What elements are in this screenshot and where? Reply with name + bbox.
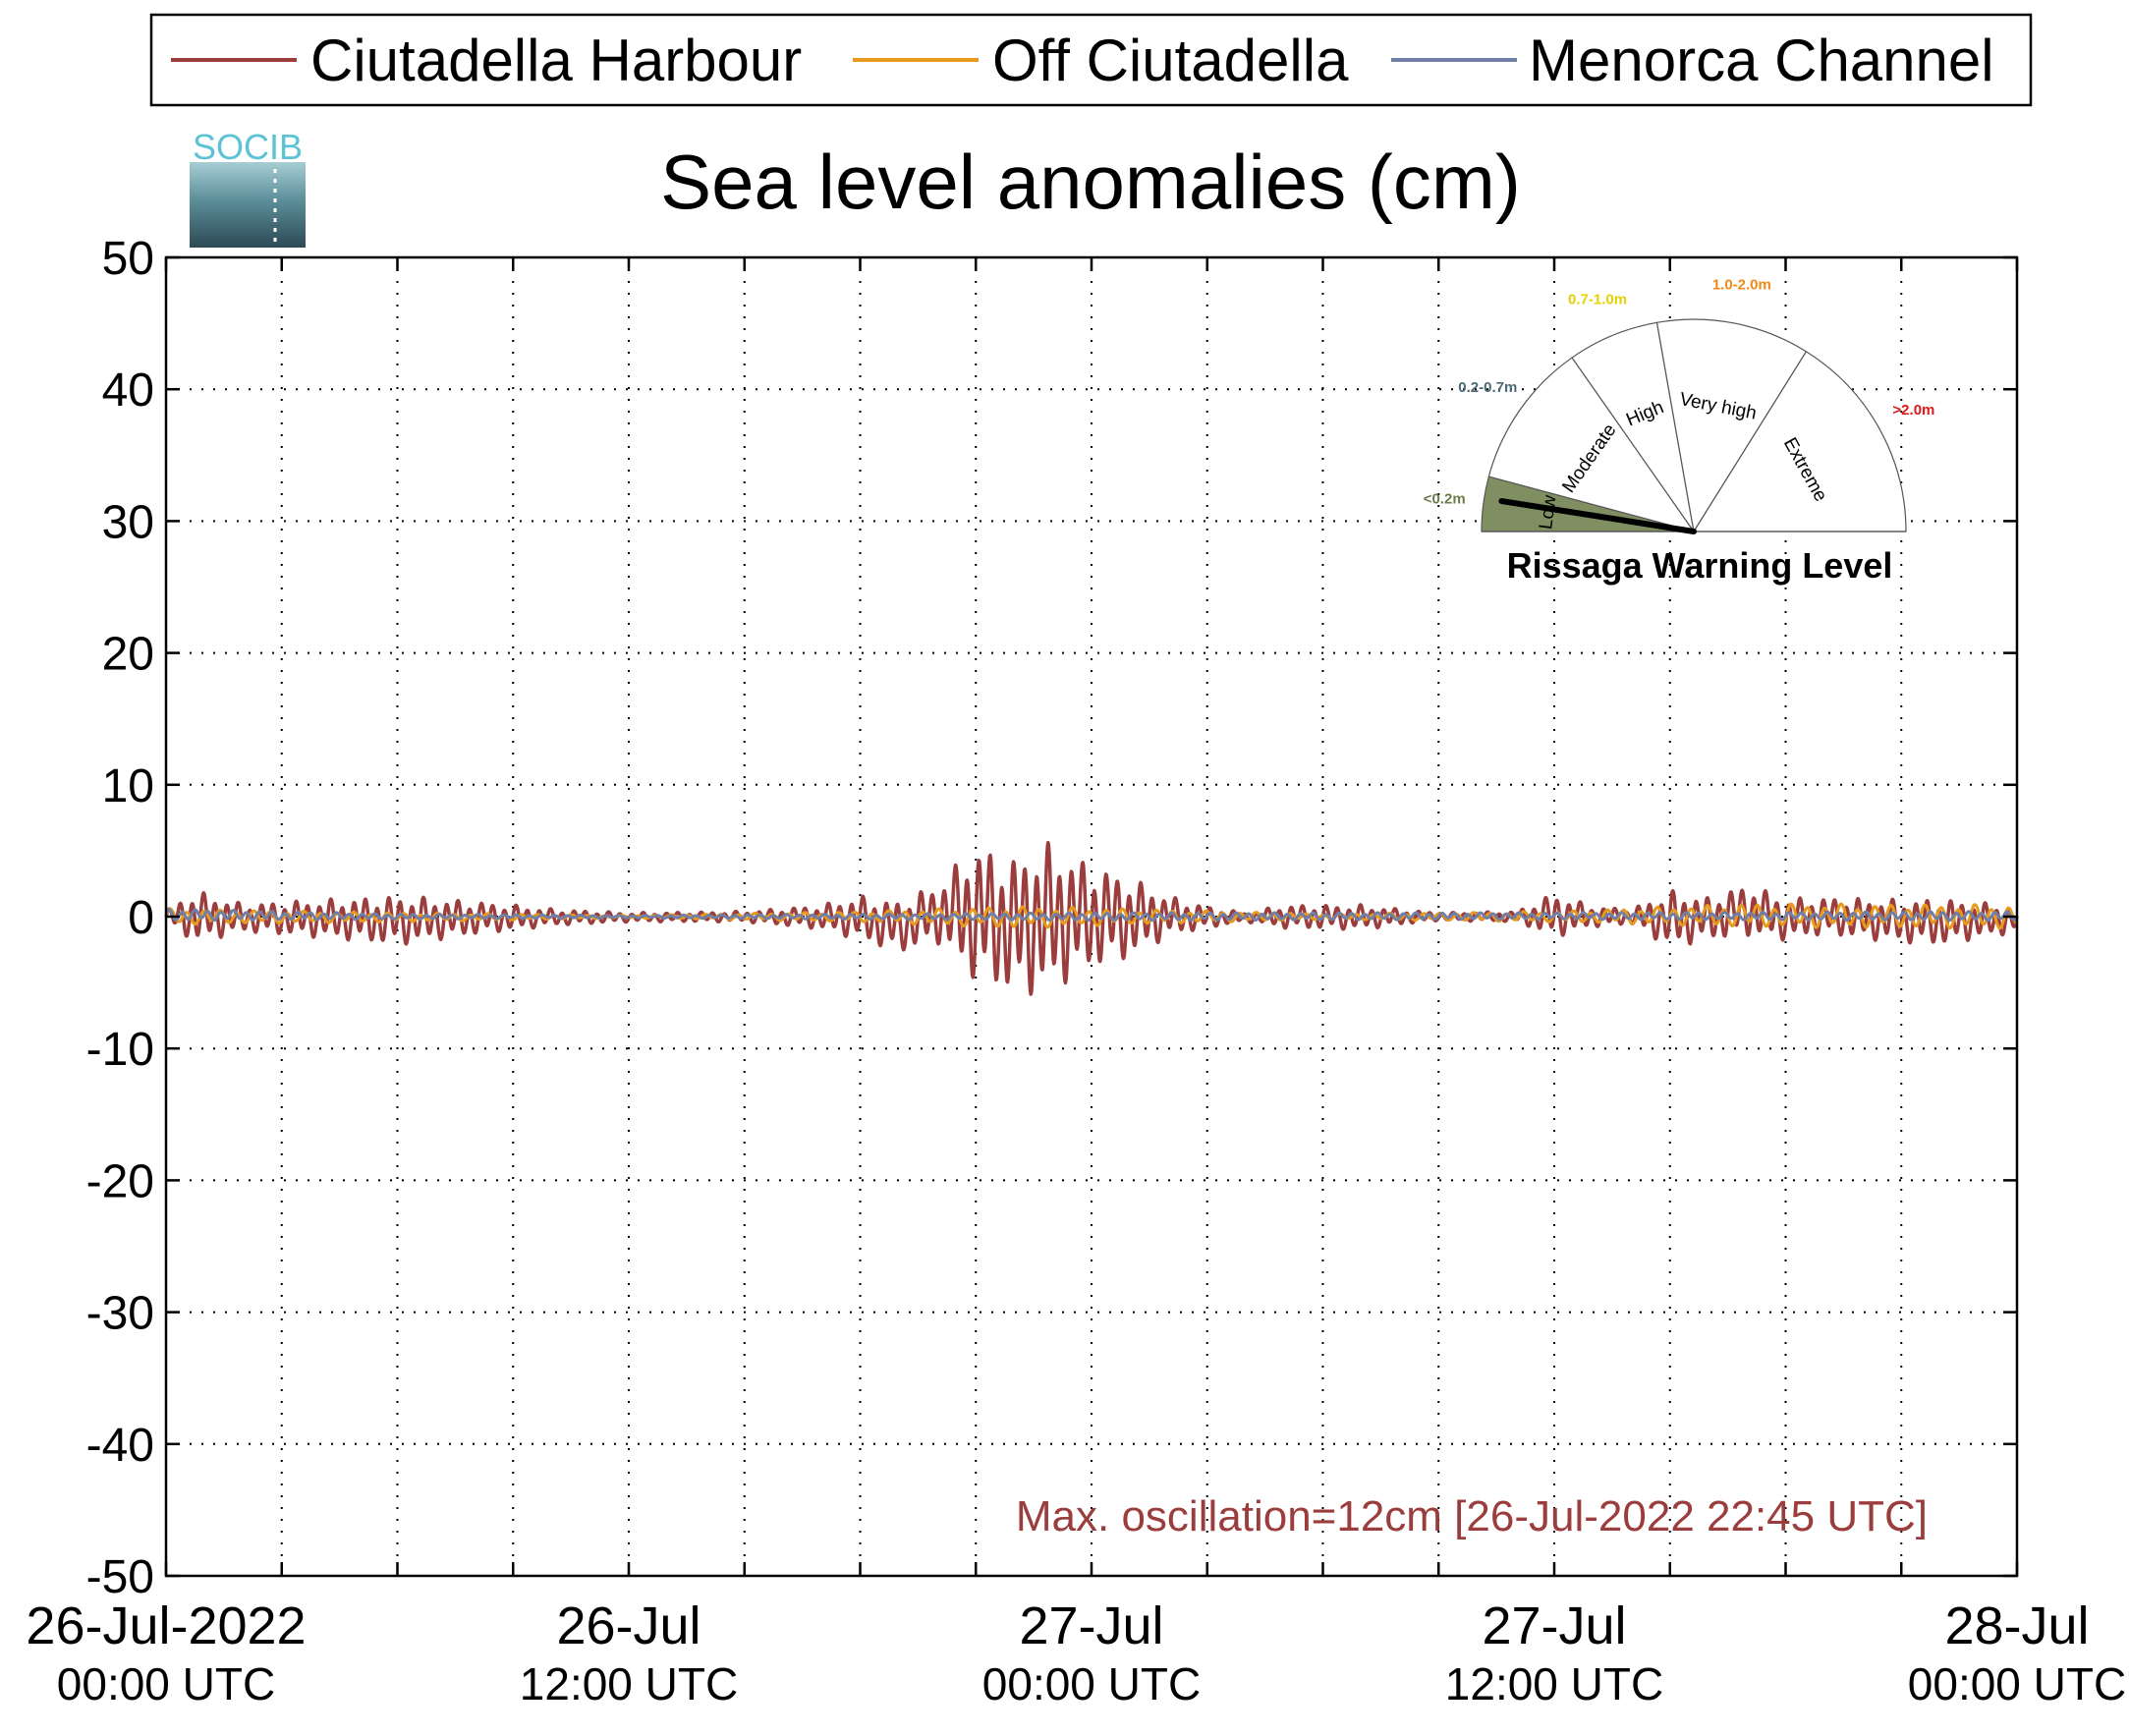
legend-label-ciutadella-harbour: Ciutadella Harbour — [310, 28, 802, 93]
y-tick-label: -50 — [86, 1551, 154, 1603]
x-tick-date-label: 27-Jul — [1482, 1596, 1626, 1655]
x-tick-date-label: 28-Jul — [1944, 1596, 2089, 1655]
rissaga-warning-gauge: Low<0.2mModerate0.2-0.7mHigh0.7-1.0mVery… — [1424, 277, 1934, 534]
logo-gradient-block — [190, 162, 306, 248]
legend: Ciutadella Harbour Off Ciutadella Menorc… — [149, 13, 2033, 107]
series-group — [164, 840, 2019, 996]
gauge-title: Rissaga Warning Level — [1507, 545, 1893, 586]
x-tick-time-label: 12:00 UTC — [1445, 1658, 1663, 1709]
series-line-ciutadella-harbour — [164, 840, 2019, 996]
y-tick-label: 30 — [102, 496, 154, 548]
y-tick-label: -20 — [86, 1155, 154, 1207]
y-tick-labels: -50 -40 -30 -20 -10 0 10 20 30 40 50 — [86, 233, 154, 1603]
y-tick-label: 50 — [102, 233, 154, 285]
legend-box — [149, 13, 2033, 107]
gauge-range-label: 0.2-0.7m — [1458, 379, 1517, 396]
x-tick-date-label: 26-Jul — [556, 1596, 700, 1655]
gauge-range-label: >2.0m — [1892, 402, 1934, 419]
gauge-segment-moderate — [1487, 357, 1696, 533]
gauge-needle — [1498, 498, 1697, 534]
x-tick-time-label: 12:00 UTC — [520, 1658, 738, 1709]
legend-label-menorca-channel: Menorca Channel — [1529, 28, 1994, 93]
x-tick-time-label: 00:00 UTC — [982, 1658, 1201, 1709]
gauge-segment-very-high — [1655, 318, 1808, 533]
y-tick-label: -40 — [86, 1420, 154, 1472]
y-tick-label: -10 — [86, 1024, 154, 1076]
y-tick-label: 40 — [102, 364, 154, 417]
gauge-range-label: 1.0-2.0m — [1712, 277, 1771, 294]
axis-ticks — [164, 255, 2019, 1578]
y-tick-label: -30 — [86, 1288, 154, 1340]
socib-logo: SOCIB — [190, 127, 306, 248]
x-tick-date-label: 27-Jul — [1019, 1596, 1163, 1655]
series-line-menorca-channel — [164, 908, 2019, 923]
legend-label-off-ciutadella: Off Ciutadella — [992, 28, 1349, 93]
y-tick-label: 10 — [102, 760, 154, 812]
y-tick-label: 20 — [102, 629, 154, 681]
gauge-segment-extreme — [1692, 350, 1907, 532]
x-tick-time-label: 00:00 UTC — [57, 1658, 275, 1709]
logo-text: SOCIB — [193, 127, 303, 167]
max-oscillation-annotation: Max. oscillation=12cm [26-Jul-2022 22:45… — [1016, 1492, 1928, 1540]
gauge-range-label: <0.2m — [1424, 491, 1466, 508]
chart-title: Sea level anomalies (cm) — [660, 139, 1521, 225]
x-tick-date-label: 26-Jul-2022 — [26, 1596, 306, 1655]
y-tick-label: 0 — [128, 892, 154, 944]
gauge-range-label: 0.7-1.0m — [1568, 291, 1627, 308]
x-tick-time-label: 00:00 UTC — [1908, 1658, 2126, 1709]
